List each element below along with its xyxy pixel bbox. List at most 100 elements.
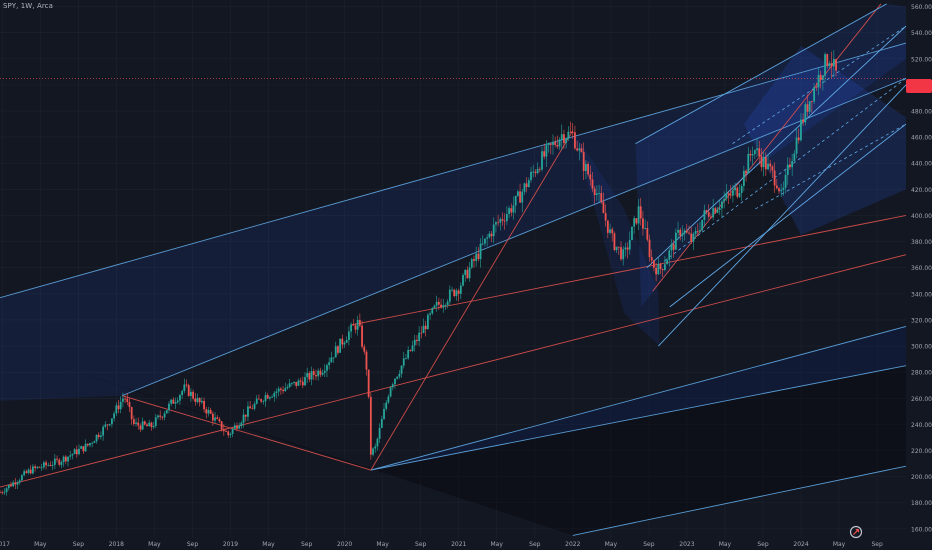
candle-body (67, 456, 69, 462)
candle-body (481, 243, 484, 245)
candle-body (576, 148, 579, 151)
candle-body (341, 338, 344, 345)
candle-body (764, 157, 767, 170)
candle-body (60, 462, 63, 465)
candle-body (194, 398, 197, 402)
price-tick-label: 460.00 (911, 135, 932, 142)
time-tick-label: May (490, 541, 503, 548)
candle-body (220, 421, 223, 430)
candle-body (644, 228, 647, 229)
candle-body (615, 246, 618, 250)
price-tick-label: 360.00 (911, 265, 932, 272)
time-tick-label: 2024 (793, 541, 808, 548)
symbol-title[interactable]: SPY, 1W, Arca (3, 2, 54, 10)
candle-body (657, 263, 660, 275)
candle-body (457, 290, 460, 294)
candle-body (819, 74, 822, 80)
candle-body (170, 399, 173, 404)
candle-body (326, 365, 328, 371)
candle-body (264, 395, 267, 402)
candle-body (488, 233, 491, 238)
candle-body (130, 407, 133, 420)
candle-body (538, 168, 541, 170)
red-trend-line (0, 254, 907, 488)
candle-body (321, 372, 324, 375)
candle-body (150, 422, 153, 428)
candle-body (780, 190, 783, 192)
candle-body (775, 185, 778, 189)
candle-body (124, 398, 126, 400)
time-tick-label: Sep (415, 541, 427, 548)
candle-body (361, 325, 363, 347)
candle-body (716, 209, 719, 213)
candle-body (262, 401, 265, 403)
candle-body (380, 419, 383, 428)
time-axis[interactable]: 2017 May Sep 2018 May Sep 2019 May Sep 2020 May Sep… (0, 541, 883, 548)
candle-body (62, 456, 65, 463)
candle-body (121, 398, 124, 402)
candle-body (222, 429, 225, 432)
candle-body (626, 247, 629, 250)
candle-body (475, 253, 478, 261)
candle-body (732, 190, 734, 196)
candle-body (253, 403, 256, 409)
candle-body (609, 229, 611, 233)
candle-body (36, 466, 39, 468)
candle-body (473, 259, 475, 261)
pitchfork-line (646, 25, 907, 269)
candle-body (821, 75, 824, 80)
candle-body (727, 193, 730, 195)
candle-body (187, 385, 190, 396)
candle-body (299, 380, 302, 382)
reset-chart-icon[interactable] (849, 525, 863, 539)
candle-body (260, 399, 263, 402)
candle-body (42, 462, 45, 468)
blue-trend-line (121, 77, 907, 397)
candle-body (826, 54, 829, 66)
candle-body (729, 194, 732, 196)
candle-body (806, 104, 809, 112)
candle-body (567, 131, 570, 139)
candle-body (499, 219, 502, 223)
pitchfork-channel-fill (635, 3, 906, 307)
candle-body (126, 398, 129, 403)
candle-body (808, 101, 811, 112)
candle-body (813, 87, 816, 102)
candle-body (258, 398, 260, 400)
candle-body (82, 446, 85, 452)
candle-body (595, 193, 598, 195)
candle-body (295, 381, 298, 386)
blue-trend-line (0, 42, 907, 299)
candle-body (424, 325, 427, 330)
candle-body (532, 171, 535, 173)
candle-body (534, 171, 537, 174)
candle-body (824, 54, 826, 76)
candle-body (578, 148, 581, 151)
time-tick-label: May (605, 541, 618, 548)
candle-body (699, 230, 701, 232)
candle-body (468, 267, 471, 279)
price-tick-label: 380.00 (911, 239, 932, 246)
candle-body (372, 448, 374, 455)
candle-body (674, 232, 677, 250)
candle-body (249, 406, 252, 409)
candle-body (464, 269, 467, 275)
candle-body (284, 388, 287, 392)
candle-body (45, 462, 47, 466)
price-tick-label: 400.00 (911, 213, 932, 220)
candle-body (639, 206, 642, 219)
candle-body (587, 163, 589, 175)
candle-body (606, 220, 609, 233)
candle-body (685, 230, 688, 233)
candle-body (694, 230, 697, 234)
candle-body (84, 443, 87, 452)
candle-body (161, 416, 164, 418)
candle-body (209, 409, 212, 414)
candle-body (310, 371, 313, 380)
candle-body (516, 191, 519, 196)
candle-body (1, 492, 4, 494)
candle-body (23, 471, 26, 476)
candle-body (391, 384, 394, 388)
